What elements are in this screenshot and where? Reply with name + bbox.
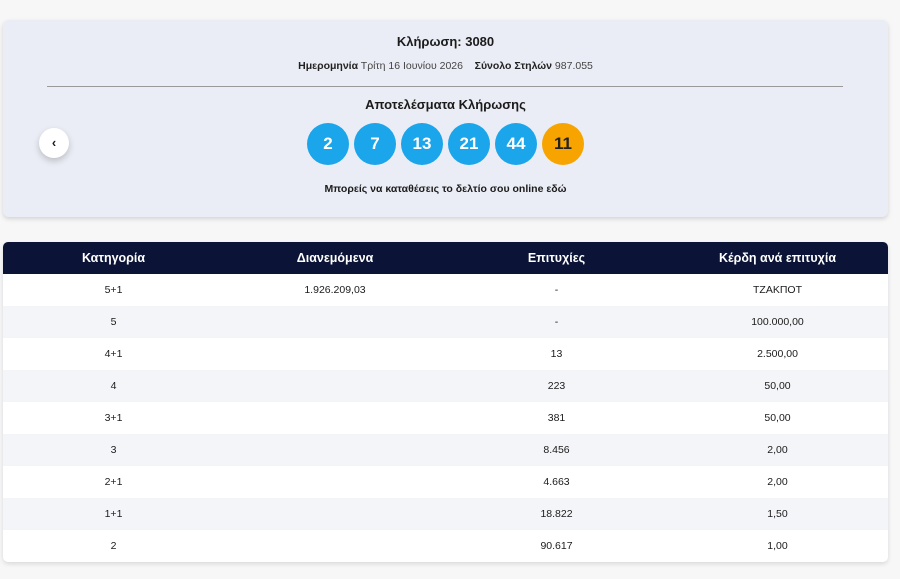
results-title: Αποτελέσματα Κλήρωσης	[365, 97, 526, 112]
table-header: Κατηγορία Διανεμόμενα Επιτυχίες Κέρδη ανά ε…	[3, 242, 888, 274]
winners-cell: 381	[547, 412, 566, 424]
ball: 21	[448, 123, 490, 165]
balls: 2 7 13 21 44 11	[3, 123, 888, 165]
winners-cell: -	[554, 284, 559, 296]
category-cell: 2+1	[104, 476, 123, 488]
date-value: Τρίτη 16 Ιουνίου 2026	[360, 60, 463, 72]
ball: 2	[307, 123, 349, 165]
table-row: 1+1 18.822 1,50	[3, 498, 888, 530]
draw-title: Κλήρωση: 3080	[396, 34, 495, 49]
table-row: 3 8.456 2,00	[3, 434, 888, 466]
online-link[interactable]: Μπορείς να καταθέσεις το δελτίο σου onli…	[324, 183, 567, 195]
ball: 13	[401, 123, 443, 165]
category-cell: 4+1	[104, 348, 123, 360]
back-button[interactable]: ‹	[39, 128, 69, 158]
prize-cell: 100.000,00	[751, 316, 804, 328]
category-cell: 5+1	[104, 284, 123, 296]
header-cell: Διανεμόμενα	[296, 251, 374, 265]
table-row: 4 223 50,00	[3, 370, 888, 402]
category-cell: 5	[110, 316, 117, 328]
winners-cell: 8.456	[543, 444, 570, 456]
joker-ball: 11	[542, 123, 584, 165]
prize-cell: 50,00	[764, 412, 791, 424]
prize-table: Κατηγορία Διανεμόμενα Επιτυχίες Κέρδη ανά ε…	[3, 242, 888, 562]
date-label: Ημερομηνία	[298, 60, 359, 72]
category-cell: 3+1	[104, 412, 123, 424]
category-cell: 2	[110, 540, 117, 552]
prize-cell: 2,00	[767, 444, 788, 456]
winners-cell: 4.663	[543, 476, 570, 488]
draw-info: Ημερομηνία Τρίτη 16 Ιουνίου 2026 Σύνολο …	[3, 60, 888, 72]
winners-cell: -	[554, 316, 559, 328]
distributed-cell: 1.926.209,03	[304, 284, 366, 296]
total-label: Σύνολο Στηλών	[474, 60, 552, 72]
divider	[47, 86, 843, 87]
prize-cell: 1,50	[767, 508, 788, 520]
table-row: 4+1 13 2.500,00	[3, 338, 888, 370]
prize-cell: 1,00	[767, 540, 788, 552]
ball: 7	[354, 123, 396, 165]
table-row: 2+1 4.663 2,00	[3, 466, 888, 498]
prize-cell: ΤΖΑΚΠΟΤ	[753, 284, 802, 296]
winners-cell: 13	[550, 348, 563, 360]
table-row: 2 90.617 1,00	[3, 530, 888, 562]
table-row: 3+1 381 50,00	[3, 402, 888, 434]
ball: 44	[495, 123, 537, 165]
header-cell: Επιτυχίες	[527, 251, 586, 265]
category-cell: 4	[110, 380, 117, 392]
header-cell: Κέρδη ανά επιτυχία	[718, 251, 837, 265]
table-row: 5+1 1.926.209,03 - ΤΖΑΚΠΟΤ	[3, 274, 888, 306]
header-cell: Κατηγορία	[81, 251, 146, 265]
table-row: 5 - 100.000,00	[3, 306, 888, 338]
winners-cell: 18.822	[540, 508, 573, 520]
category-cell: 3	[110, 444, 117, 456]
winners-cell: 90.617	[540, 540, 573, 552]
prize-cell: 2,00	[767, 476, 788, 488]
prize-cell: 50,00	[764, 380, 791, 392]
category-cell: 1+1	[104, 508, 123, 520]
total-value: 987.055	[554, 60, 593, 72]
prize-cell: 2.500,00	[757, 348, 798, 360]
winners-cell: 223	[547, 380, 566, 392]
draw-card: Κλήρωση: 3080 Ημερομηνία Τρίτη 16 Ιουνίο…	[3, 20, 888, 217]
